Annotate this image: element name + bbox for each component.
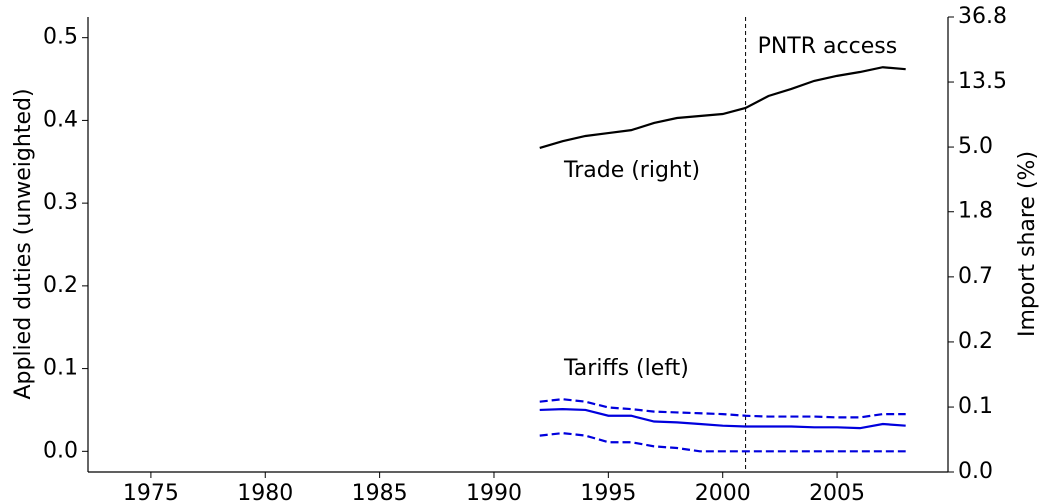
y2-tick-label: 0.0 — [958, 459, 993, 484]
x-tick-label: 1975 — [123, 481, 179, 504]
series-annotation: Trade (right) — [563, 158, 700, 183]
x-tick-label: 1990 — [466, 481, 522, 504]
x-tick-label: 1995 — [580, 481, 636, 504]
series-annotation: Tariffs (left) — [563, 356, 689, 381]
y-tick-label: 0.0 — [43, 438, 78, 463]
y-tick-label: 0.4 — [43, 107, 78, 132]
y2-tick-label: 0.7 — [958, 264, 993, 289]
x-tick-label: 2000 — [695, 481, 751, 504]
x-tick-label: 1980 — [237, 481, 293, 504]
series-line — [539, 432, 906, 453]
x-tick-label: 1985 — [352, 481, 408, 504]
y2-axis-label: Import share (%) — [1015, 151, 1040, 337]
y-tick-label: 0.1 — [43, 356, 78, 381]
y-tick-label: 0.5 — [43, 25, 78, 50]
y2-tick-label: 1.8 — [958, 199, 993, 224]
y2-tick-label: 0.1 — [958, 394, 993, 419]
y-axis-label: Applied duties (unweighted) — [11, 88, 36, 399]
y-tick-label: 0.3 — [43, 190, 78, 215]
y2-tick-label: 36.8 — [958, 4, 1007, 29]
x-tick-label: 2005 — [809, 481, 865, 504]
series-line — [539, 66, 906, 150]
y2-tick-label: 13.5 — [958, 69, 1007, 94]
y2-tick-label: 5.0 — [958, 134, 993, 159]
vline-label: PNTR access — [758, 34, 898, 59]
y2-tick-label: 0.2 — [958, 329, 993, 354]
y-tick-label: 0.2 — [43, 273, 78, 298]
series-line — [539, 398, 906, 419]
series-line — [539, 408, 906, 430]
